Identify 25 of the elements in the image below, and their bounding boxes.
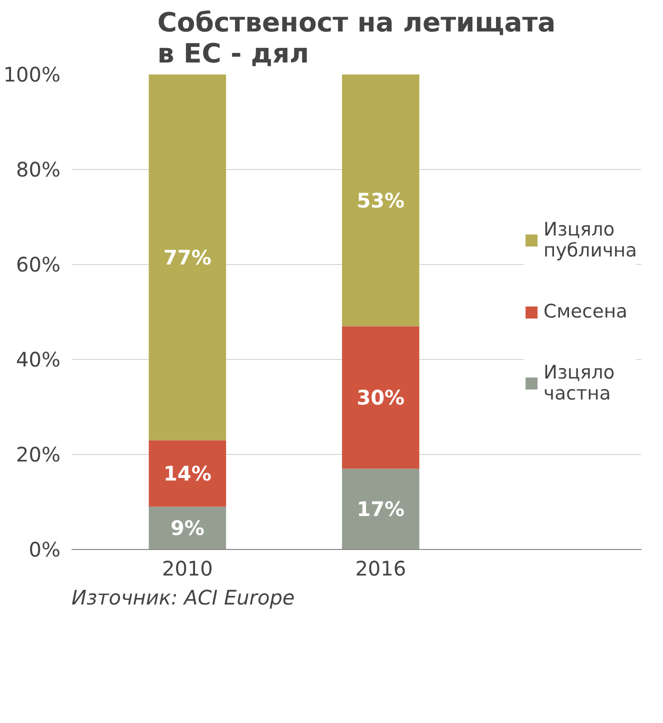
data-label: 77% xyxy=(163,245,212,270)
legend-label: Изцяло публична xyxy=(544,219,637,261)
bar xyxy=(342,468,420,550)
x-tick-label: 2010 xyxy=(162,556,213,580)
data-label: 17% xyxy=(356,497,405,522)
x-tick-label: 2016 xyxy=(355,556,406,580)
data-label: 9% xyxy=(170,516,204,540)
bar xyxy=(148,74,226,440)
data-label: 53% xyxy=(356,188,405,212)
y-tick-label: 100% xyxy=(3,62,61,86)
data-label: 30% xyxy=(356,386,405,410)
bar xyxy=(342,326,420,469)
bar xyxy=(148,440,226,507)
y-tick-label: 80% xyxy=(16,158,60,182)
y-tick-label: 0% xyxy=(28,538,61,562)
bar xyxy=(148,506,226,550)
y-tick-label: 40% xyxy=(16,348,60,372)
legend-label: Изцяло частна xyxy=(544,362,615,404)
chart-title: Собственост на летищата в ЕС - дял xyxy=(157,8,556,70)
text: Източник: ACI Europe xyxy=(72,586,295,610)
data-label: 14% xyxy=(163,462,212,486)
y-tick-label: 20% xyxy=(16,442,60,466)
legend-label: Смесена xyxy=(544,301,628,322)
y-tick-label: 60% xyxy=(16,252,60,276)
bar xyxy=(342,74,420,326)
